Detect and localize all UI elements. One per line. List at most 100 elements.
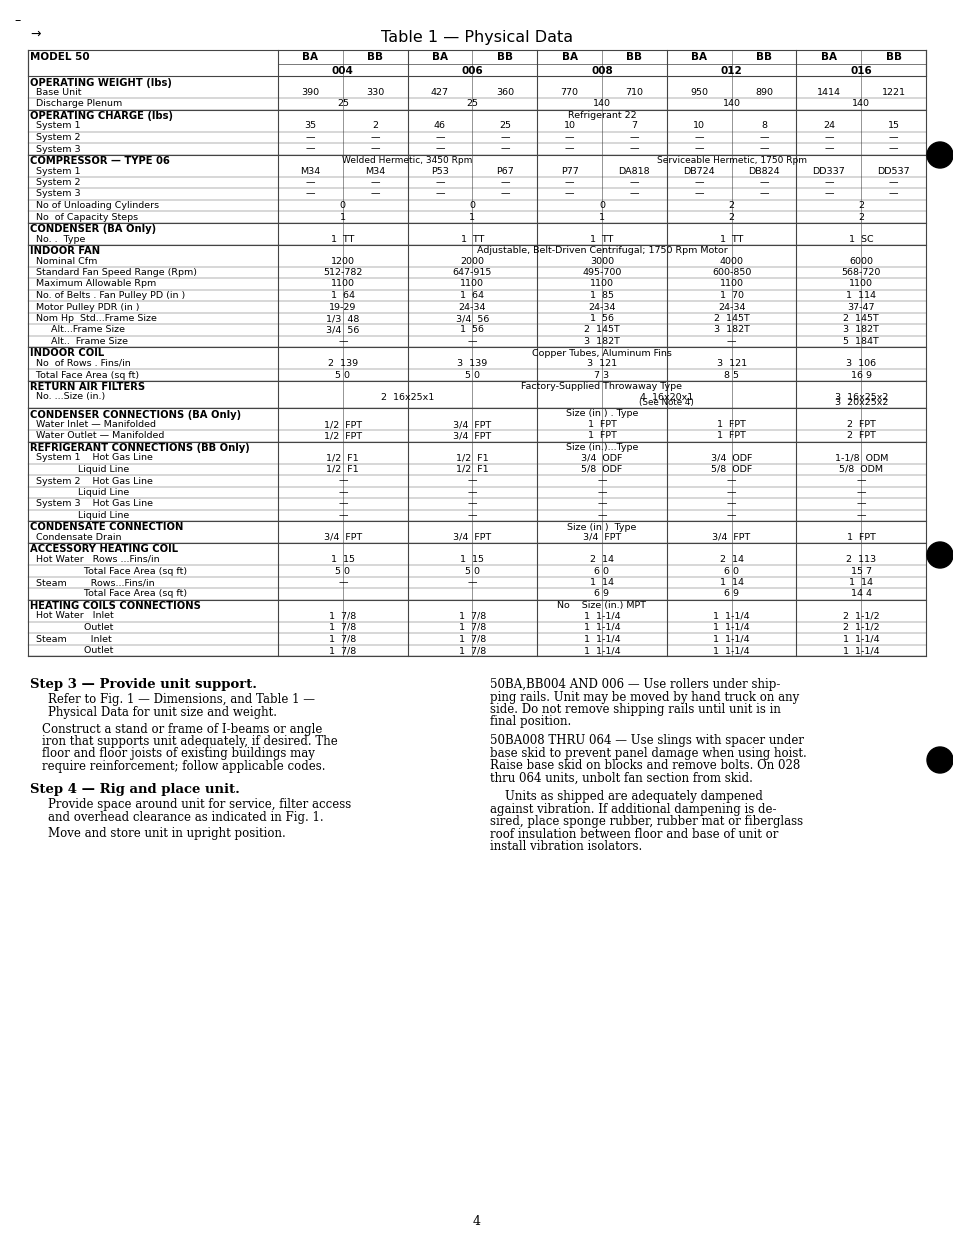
- Text: DA818: DA818: [618, 167, 650, 175]
- Text: Base Unit: Base Unit: [30, 88, 81, 98]
- Text: 1100: 1100: [331, 279, 355, 289]
- Text: —: —: [823, 178, 833, 186]
- Text: 7: 7: [631, 121, 637, 131]
- Text: —: —: [597, 477, 606, 485]
- Text: Steam        Rows...Fins/in: Steam Rows...Fins/in: [30, 578, 154, 587]
- Text: 6 9: 6 9: [723, 589, 739, 599]
- Text: require reinforcement; follow applicable codes.: require reinforcement; follow applicable…: [42, 760, 325, 773]
- Text: Serviceable Hermetic, 1750 Rpm: Serviceable Hermetic, 1750 Rpm: [656, 156, 805, 165]
- Text: 004: 004: [332, 65, 354, 77]
- Text: No  of Rows . Fins/in: No of Rows . Fins/in: [30, 359, 131, 368]
- Text: BA: BA: [432, 52, 448, 62]
- Text: 1  1-1/4: 1 1-1/4: [713, 635, 749, 643]
- Text: —: —: [694, 189, 703, 199]
- Text: 600-850: 600-850: [711, 268, 751, 277]
- Text: Total Face Area (sq ft): Total Face Area (sq ft): [30, 370, 139, 379]
- Text: 2: 2: [858, 201, 863, 210]
- Text: 35: 35: [304, 121, 316, 131]
- Text: 6 0: 6 0: [723, 567, 739, 576]
- Text: Steam        Inlet: Steam Inlet: [30, 635, 112, 643]
- Text: INDOOR FAN: INDOOR FAN: [30, 246, 100, 256]
- Text: 5/8  ODF: 5/8 ODF: [580, 466, 622, 474]
- Text: thru 064 units, unbolt fan section from skid.: thru 064 units, unbolt fan section from …: [490, 772, 752, 784]
- Text: 647-915: 647-915: [453, 268, 492, 277]
- Text: —: —: [305, 144, 314, 153]
- Text: Liquid Line: Liquid Line: [30, 511, 129, 520]
- Text: 1221: 1221: [881, 88, 904, 98]
- Text: 1  56: 1 56: [589, 314, 614, 324]
- Text: Table 1 — Physical Data: Table 1 — Physical Data: [380, 30, 573, 44]
- Text: 15: 15: [886, 121, 899, 131]
- Text: 1100: 1100: [460, 279, 484, 289]
- Text: 14 4: 14 4: [850, 589, 871, 599]
- Text: 19-29: 19-29: [329, 303, 356, 311]
- Text: Refrigerant 22: Refrigerant 22: [567, 111, 636, 120]
- Text: 1/2  F1: 1/2 F1: [456, 453, 488, 462]
- Text: 008: 008: [591, 65, 612, 77]
- Text: 495-700: 495-700: [581, 268, 621, 277]
- Text: Outlet: Outlet: [30, 622, 113, 632]
- Text: —: —: [467, 578, 476, 587]
- Text: 390: 390: [301, 88, 319, 98]
- Text: 0: 0: [339, 201, 345, 210]
- Text: —: —: [499, 189, 509, 199]
- Text: 890: 890: [754, 88, 772, 98]
- Text: —: —: [726, 511, 736, 520]
- Text: —: —: [305, 133, 314, 142]
- Text: 1/2  FPT: 1/2 FPT: [323, 431, 361, 441]
- Text: —: —: [499, 144, 509, 153]
- Text: —: —: [467, 488, 476, 496]
- Text: 2  139: 2 139: [328, 359, 357, 368]
- Text: 1  FPT: 1 FPT: [717, 420, 745, 429]
- Text: —: —: [597, 499, 606, 509]
- Text: 1  1-1/4: 1 1-1/4: [713, 622, 749, 632]
- Text: REFRIGERANT CONNECTIONS (BB Only): REFRIGERANT CONNECTIONS (BB Only): [30, 443, 250, 453]
- Text: 1  7/8: 1 7/8: [329, 611, 356, 620]
- Text: sired, place sponge rubber, rubber mat or fiberglass: sired, place sponge rubber, rubber mat o…: [490, 815, 802, 827]
- Text: DB724: DB724: [682, 167, 714, 175]
- Text: base skid to prevent panel damage when using hoist.: base skid to prevent panel damage when u…: [490, 746, 806, 760]
- Text: Alt...Frame Size: Alt...Frame Size: [30, 326, 125, 335]
- Text: 15 7: 15 7: [850, 567, 871, 576]
- Text: —: —: [337, 499, 347, 509]
- Text: 0: 0: [598, 201, 604, 210]
- Text: —: —: [467, 511, 476, 520]
- Text: Hot Water   Inlet: Hot Water Inlet: [30, 611, 113, 620]
- Text: 1200: 1200: [331, 257, 355, 266]
- Text: Step 3 — Provide unit support.: Step 3 — Provide unit support.: [30, 678, 256, 692]
- Text: Refer to Fig. 1 — Dimensions, and Table 1 —: Refer to Fig. 1 — Dimensions, and Table …: [48, 694, 314, 706]
- Text: Step 4 — Rig and place unit.: Step 4 — Rig and place unit.: [30, 783, 239, 795]
- Text: 1  14: 1 14: [848, 578, 872, 587]
- Text: —: —: [823, 189, 833, 199]
- Text: 1  14: 1 14: [719, 578, 742, 587]
- Text: —: —: [629, 133, 639, 142]
- Text: 1-1/8  ODM: 1-1/8 ODM: [834, 453, 887, 462]
- Text: 2: 2: [372, 121, 377, 131]
- Text: System 1: System 1: [30, 121, 80, 131]
- Text: —: —: [629, 189, 639, 199]
- Text: 25: 25: [466, 100, 477, 109]
- Text: CONDENSER (BA Only): CONDENSER (BA Only): [30, 224, 156, 233]
- Text: 50BA,BB004 AND 006 — Use rollers under ship-: 50BA,BB004 AND 006 — Use rollers under s…: [490, 678, 780, 692]
- Text: 770: 770: [560, 88, 578, 98]
- Text: BA: BA: [691, 52, 706, 62]
- Text: —: —: [337, 488, 347, 496]
- Text: Condensate Drain: Condensate Drain: [30, 534, 121, 542]
- Text: 25: 25: [336, 100, 349, 109]
- Text: —: —: [337, 511, 347, 520]
- Text: Raise base skid on blocks and remove bolts. On 028: Raise base skid on blocks and remove bol…: [490, 760, 800, 772]
- Text: OPERATING WEIGHT (lbs): OPERATING WEIGHT (lbs): [30, 78, 172, 88]
- Text: —: —: [337, 578, 347, 587]
- Text: Discharge Plenum: Discharge Plenum: [30, 100, 122, 109]
- Text: M34: M34: [300, 167, 320, 175]
- Text: 140: 140: [851, 100, 869, 109]
- Text: System 2    Hot Gas Line: System 2 Hot Gas Line: [30, 477, 152, 485]
- Text: 3  20x25x2: 3 20x25x2: [834, 398, 887, 408]
- Text: DD337: DD337: [812, 167, 844, 175]
- Text: 1  14: 1 14: [589, 578, 614, 587]
- Text: System 3    Hot Gas Line: System 3 Hot Gas Line: [30, 499, 152, 509]
- Text: —: —: [337, 477, 347, 485]
- Text: 10: 10: [693, 121, 704, 131]
- Text: OPERATING CHARGE (lbs): OPERATING CHARGE (lbs): [30, 111, 172, 121]
- Text: 5  184T: 5 184T: [842, 337, 878, 346]
